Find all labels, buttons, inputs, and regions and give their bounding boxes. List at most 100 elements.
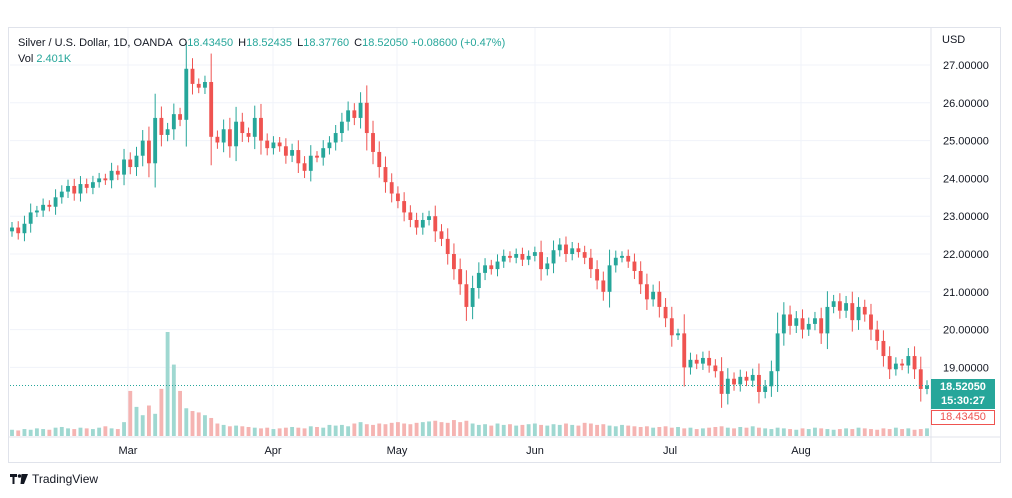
y-tick-label: 27.00000 — [943, 60, 989, 72]
candle-body — [109, 170, 114, 181]
candle-body — [564, 244, 568, 254]
low-value: 18.37760 — [303, 37, 350, 49]
tradingview-brand[interactable]: TradingView — [10, 472, 98, 486]
chart-frame[interactable] — [8, 27, 1001, 463]
volume-bar — [607, 425, 612, 436]
volume-bar — [16, 430, 21, 436]
candle-body — [738, 376, 743, 385]
y-tick-label: 22.00000 — [943, 249, 989, 261]
volume-bar — [389, 422, 394, 436]
volume-bar — [813, 427, 817, 436]
volume-bar — [694, 429, 699, 436]
candle-body — [682, 333, 687, 368]
change-value: +0.08600 (+0.47%) — [411, 37, 506, 49]
candle-body — [445, 238, 450, 254]
y-tick-label: 26.00000 — [943, 98, 989, 110]
candle-body — [159, 117, 164, 135]
candle-body — [713, 365, 718, 372]
symbol-title: Silver / U.S. Dollar, 1D, OANDA — [18, 37, 173, 49]
candle-body — [651, 291, 656, 300]
volume-bar — [483, 424, 487, 436]
volume-bar — [178, 390, 182, 436]
candle-body — [688, 359, 693, 368]
volume-bar — [794, 429, 799, 436]
candle-body — [246, 133, 251, 137]
last-price-value: 18.52050 — [940, 381, 986, 393]
volume-bar — [520, 424, 525, 436]
candle-body — [557, 244, 562, 251]
volume-bar — [140, 415, 145, 436]
volume-bar — [725, 427, 730, 436]
candle-body — [439, 231, 444, 239]
candle-body — [900, 363, 905, 366]
volume-bar — [869, 429, 873, 436]
volume-bar — [682, 428, 687, 436]
candle-body — [371, 133, 375, 152]
volume-bar — [159, 388, 164, 436]
candle-body — [925, 385, 929, 389]
candle-body — [489, 265, 494, 270]
candle-body — [788, 314, 792, 326]
volume-bar — [775, 427, 780, 436]
candle-body — [831, 301, 836, 307]
volume-bar — [644, 426, 649, 436]
volume-bar — [700, 428, 705, 436]
volume-bar — [72, 429, 77, 436]
candle-body — [402, 201, 407, 213]
volume-bar — [128, 390, 133, 436]
candle-body — [420, 219, 425, 228]
candle-body — [856, 306, 861, 321]
volume-bar — [514, 425, 519, 436]
candle-body — [869, 314, 873, 330]
candle-body — [893, 363, 898, 370]
candle-body — [227, 129, 232, 147]
volume-bar — [203, 415, 207, 436]
volume-bar — [881, 428, 886, 436]
candle-body — [358, 102, 363, 118]
candle-body — [427, 216, 431, 220]
x-tick-label: Jul — [663, 445, 677, 457]
volume-bar — [887, 429, 892, 436]
volume-bar — [893, 427, 898, 436]
candle-body — [620, 255, 624, 258]
volume-bar — [252, 427, 257, 436]
volume-bar — [601, 424, 606, 436]
volume-bar — [781, 428, 786, 436]
volume-bar — [539, 424, 544, 436]
currency-label[interactable]: USD — [942, 34, 966, 46]
candle-body — [203, 82, 207, 88]
candle-body — [215, 136, 220, 143]
volume-bar — [209, 417, 214, 436]
volume-bar — [78, 427, 83, 436]
candle-body — [28, 212, 33, 224]
candle-body — [707, 357, 712, 366]
volume-bar — [875, 429, 880, 436]
candle-body — [364, 102, 369, 134]
high-value: 18.52435 — [246, 37, 293, 49]
volume-bar — [476, 424, 481, 436]
candle-body — [638, 271, 643, 285]
candle-body — [315, 155, 319, 158]
volume-bar — [364, 424, 369, 436]
candle-body — [277, 142, 282, 147]
volume-bar — [383, 424, 388, 436]
bar-countdown: 15:30:27 — [940, 395, 986, 407]
candle-body — [283, 146, 288, 156]
candle-body — [352, 110, 357, 118]
volume-bar — [10, 429, 14, 436]
volume-bar — [147, 405, 151, 436]
candle-body — [576, 248, 581, 253]
volume-bar — [408, 424, 413, 436]
candle-body — [483, 265, 487, 273]
volume-bar — [819, 428, 824, 436]
volume-bar — [638, 426, 643, 436]
candle-body — [632, 261, 637, 272]
volume-bar — [551, 424, 556, 436]
candle-body — [134, 155, 139, 168]
volume-bar — [171, 364, 176, 436]
candle-body — [844, 303, 849, 311]
candle-body — [84, 184, 89, 188]
volume-bar — [445, 422, 450, 436]
candle-body — [694, 359, 699, 364]
